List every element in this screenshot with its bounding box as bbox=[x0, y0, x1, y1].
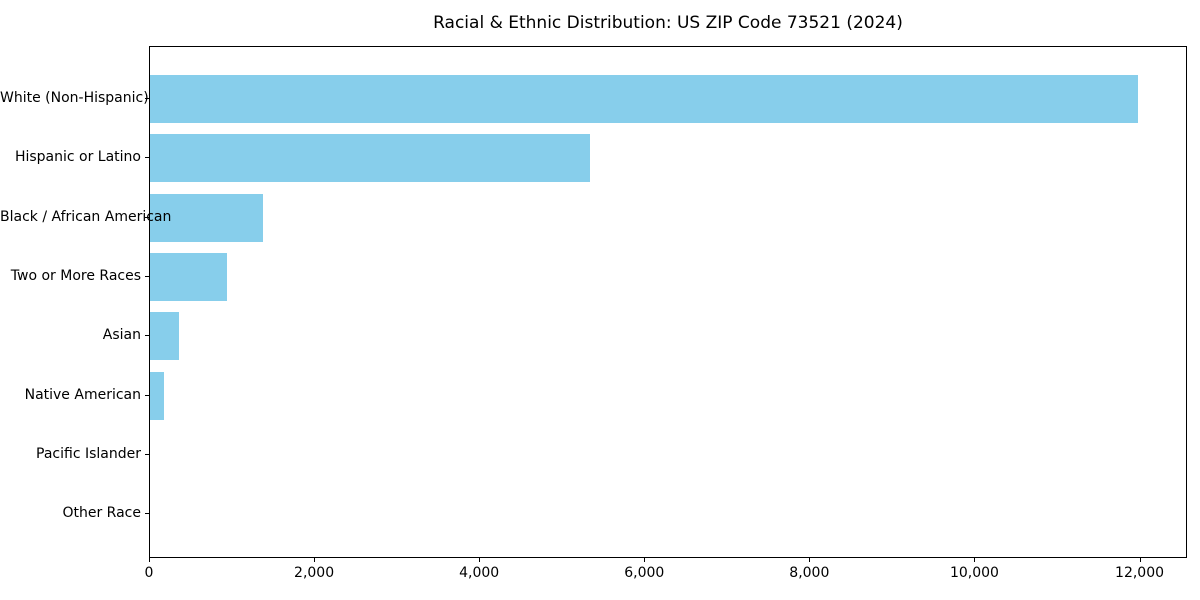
x-tick-mark bbox=[644, 558, 646, 562]
y-tick-label: White (Non-Hispanic) bbox=[0, 90, 149, 106]
x-tick-mark bbox=[314, 558, 316, 562]
x-tick-label: 6,000 bbox=[624, 565, 665, 581]
chart-title: Racial & Ethnic Distribution: US ZIP Cod… bbox=[433, 13, 903, 33]
x-tick-label: 8,000 bbox=[789, 565, 830, 581]
bar bbox=[150, 371, 165, 420]
y-tick-mark bbox=[145, 157, 149, 159]
y-tick-mark bbox=[145, 513, 149, 515]
y-tick-label: Asian bbox=[102, 327, 141, 344]
x-tick-mark bbox=[1139, 558, 1141, 562]
y-tick-mark bbox=[145, 216, 149, 218]
bar bbox=[150, 75, 1139, 123]
bar bbox=[150, 252, 227, 301]
y-tick-label: Native American bbox=[24, 386, 141, 403]
x-tick-label: 12,000 bbox=[1115, 565, 1165, 581]
y-tick-label: Two or More Races bbox=[10, 267, 141, 284]
bar bbox=[150, 193, 264, 242]
bar bbox=[150, 312, 179, 361]
bar bbox=[150, 134, 590, 183]
plot-area bbox=[149, 46, 1187, 558]
x-tick-mark bbox=[974, 558, 976, 562]
y-tick-label: Pacific Islander bbox=[36, 445, 141, 462]
y-tick-label: Other Race bbox=[62, 505, 141, 522]
x-tick-label: 4,000 bbox=[459, 565, 500, 581]
y-tick-label: Hispanic or Latino bbox=[14, 149, 141, 166]
y-tick-mark bbox=[145, 394, 149, 396]
x-tick-label: 2,000 bbox=[294, 565, 335, 581]
y-tick-label: Black / African American bbox=[0, 208, 172, 225]
x-tick-mark bbox=[149, 558, 150, 562]
y-tick-mark bbox=[145, 335, 149, 337]
y-tick-mark bbox=[145, 453, 149, 455]
x-tick-label: 0 bbox=[144, 565, 154, 581]
y-tick-mark bbox=[145, 98, 149, 99]
x-tick-mark bbox=[809, 558, 811, 562]
x-tick-mark bbox=[479, 558, 481, 562]
y-tick-mark bbox=[145, 275, 149, 277]
x-tick-label: 10,000 bbox=[949, 565, 999, 581]
